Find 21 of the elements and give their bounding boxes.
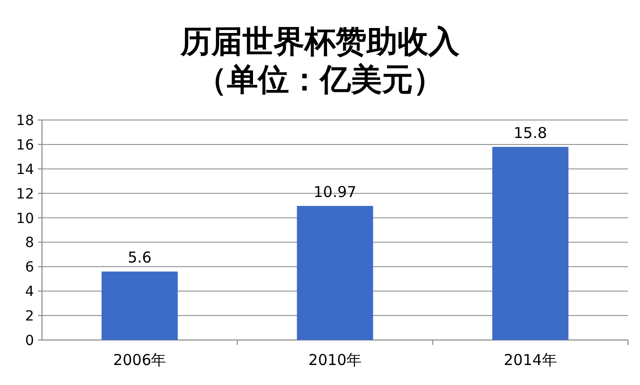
y-tick-label: 0 [25, 333, 34, 349]
y-tick-label: 12 [16, 186, 34, 202]
bar [296, 206, 374, 340]
bar [492, 146, 568, 340]
x-tick-label: 2014年 [504, 351, 557, 369]
y-tick-label: 18 [16, 113, 34, 129]
y-tick-label: 2 [25, 308, 34, 325]
chart-title: 历届世界杯赞助收入 [180, 24, 460, 60]
y-tick-label: 6 [25, 260, 34, 276]
bar [102, 272, 178, 340]
y-tick-label: 4 [25, 284, 34, 300]
y-tick-label: 16 [16, 137, 34, 154]
x-tick-label: 2010年 [308, 351, 362, 369]
x-tick-label: 2006年 [113, 351, 166, 369]
data-label: 10.97 [314, 182, 356, 201]
y-tick-label: 14 [16, 162, 34, 178]
chart-subtitle: （单位：亿美元） [196, 62, 444, 98]
y-tick-label: 10 [16, 210, 34, 227]
data-label: 15.8 [514, 124, 548, 142]
data-label: 5.6 [128, 248, 152, 267]
y-tick-label: 8 [25, 235, 34, 252]
